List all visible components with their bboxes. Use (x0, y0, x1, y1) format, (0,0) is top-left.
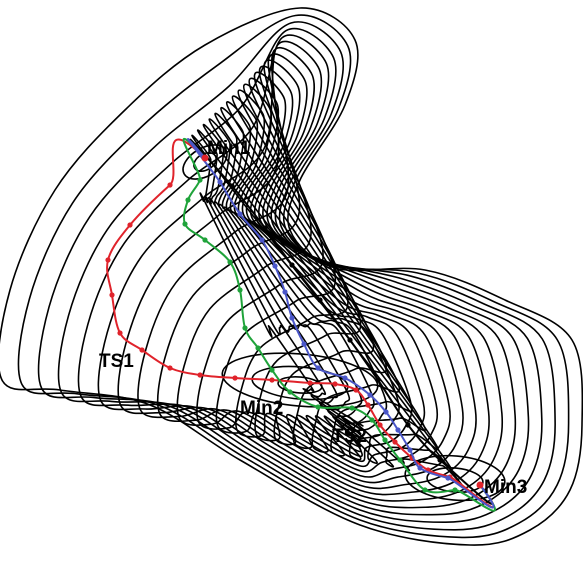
green-path-point (397, 457, 403, 463)
green-path-point (369, 417, 375, 423)
blue-path-point (445, 475, 451, 481)
red-path-point (332, 381, 338, 387)
green-path-point (255, 345, 261, 351)
label-min1: Min1 (207, 138, 251, 159)
green-path-point (452, 487, 458, 493)
red-path (105, 138, 495, 509)
green-path-point (227, 259, 233, 265)
blue-path-point (417, 465, 423, 471)
red-path-point (105, 257, 111, 263)
red-path-point (117, 330, 123, 336)
straight-path-point (347, 337, 353, 343)
straight-path-point (405, 422, 411, 428)
straight-path-point (262, 225, 268, 231)
contour-line (57, 27, 543, 524)
straight-path-point (375, 377, 381, 383)
contour-loop (404, 454, 506, 502)
red-path-point (307, 380, 313, 386)
minimum-marker (201, 154, 209, 162)
contour-loop (221, 352, 379, 408)
point-labels: Min1 TS1 Min2 TS2 Min3 (99, 138, 527, 498)
contour-line (229, 95, 400, 458)
green-path-point (349, 405, 355, 411)
contour-line (137, 53, 490, 496)
contour-line (37, 21, 556, 531)
blue-path-point (367, 392, 373, 398)
green-path-point (287, 389, 293, 395)
blue-path-point (237, 211, 243, 217)
minimum-marker (476, 481, 484, 489)
green-path-point (315, 404, 321, 410)
green-path-point (242, 325, 248, 331)
label-min3: Min3 (484, 477, 527, 498)
green-path-point (197, 177, 203, 183)
blue-path-point (301, 341, 307, 347)
red-path-point (197, 372, 203, 378)
straight-path-point (289, 262, 295, 268)
green-path-point (237, 287, 243, 293)
label-ts1: TS1 (99, 351, 134, 372)
blue-path-point (407, 447, 413, 453)
contour-line (191, 134, 465, 488)
blue-path-point (259, 237, 265, 243)
red-path-point (109, 292, 115, 298)
straight-path-point (437, 457, 443, 463)
contour-line (220, 107, 401, 453)
blue-path-point (342, 375, 348, 381)
blue-path-point (315, 365, 321, 371)
label-min2: Min2 (240, 398, 283, 419)
red-path-point (232, 375, 238, 381)
contour-lines (0, 7, 583, 546)
contour-line (77, 34, 530, 516)
contour-line (97, 40, 517, 509)
straight-path-point (229, 183, 235, 189)
label-ts2: TS2 (332, 426, 367, 447)
red-path-point (167, 182, 173, 188)
straight-path-point (317, 297, 323, 303)
blue-path-point (282, 289, 288, 295)
red-path-point (377, 422, 383, 428)
blue-path-point (383, 409, 389, 415)
red-path-point (127, 222, 133, 228)
contour-line (215, 77, 439, 473)
green-path-point (202, 237, 208, 243)
green-path-point (422, 487, 428, 493)
blue-path-point (395, 427, 401, 433)
blue-path-point (217, 179, 223, 185)
red-path-point (167, 365, 173, 371)
red-path-point (353, 387, 359, 393)
reaction-paths (105, 138, 496, 512)
red-path-point (392, 439, 398, 445)
green-path-point (382, 437, 388, 443)
contour-line (17, 14, 570, 539)
green-path-point (182, 221, 188, 227)
blue-path-point (272, 263, 278, 269)
blue-path-point (289, 315, 295, 321)
red-path-point (365, 402, 371, 408)
green-path-point (269, 367, 275, 373)
red-path-point (269, 377, 275, 383)
contour-loop (277, 376, 323, 394)
red-path-point (139, 347, 145, 353)
green-path-point (185, 197, 191, 203)
